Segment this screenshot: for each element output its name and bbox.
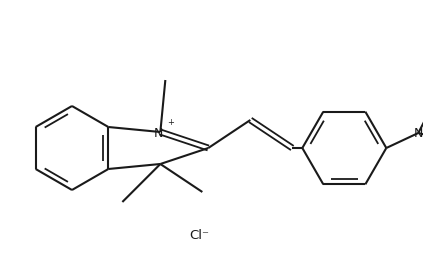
Text: N: N (414, 126, 423, 140)
Text: +: + (167, 117, 174, 126)
Text: N: N (154, 126, 163, 140)
Text: Cl⁻: Cl⁻ (189, 229, 209, 242)
